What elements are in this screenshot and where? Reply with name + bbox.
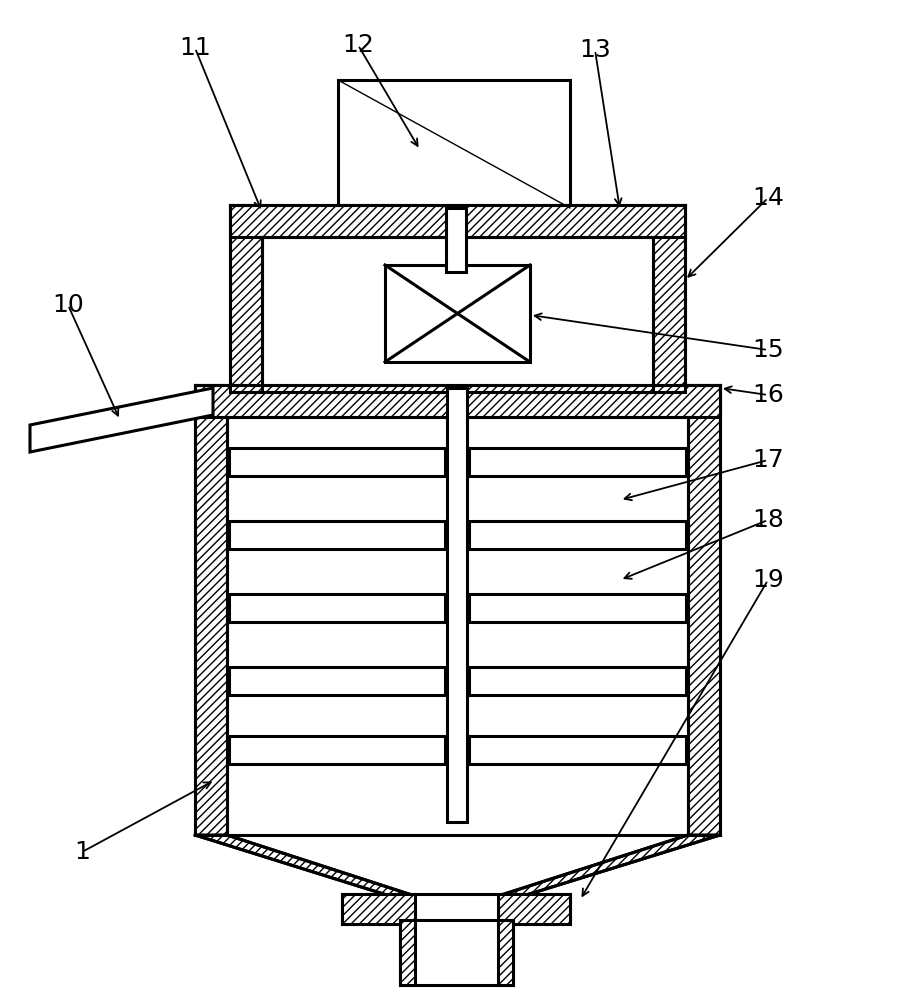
Bar	[229, 521, 445, 549]
Bar	[445, 208, 466, 272]
Bar	[230, 205, 261, 392]
Bar	[468, 667, 685, 695]
Bar	[468, 448, 685, 476]
Text: 1: 1	[74, 840, 90, 864]
Text: 14: 14	[752, 186, 783, 210]
Bar	[400, 920, 512, 985]
Bar	[338, 80, 569, 208]
Text: 18: 18	[752, 508, 783, 532]
Bar	[468, 521, 685, 549]
Polygon shape	[195, 835, 415, 896]
Bar	[229, 448, 445, 476]
Polygon shape	[342, 894, 415, 924]
Text: 16: 16	[752, 383, 783, 407]
Bar	[384, 265, 529, 362]
Bar	[446, 388, 466, 822]
Bar	[468, 736, 685, 764]
Bar	[652, 205, 684, 392]
Bar	[687, 385, 719, 835]
Bar	[195, 385, 227, 835]
Bar	[230, 205, 684, 237]
Bar	[229, 667, 445, 695]
Text: 10: 10	[52, 293, 84, 317]
Text: 15: 15	[752, 338, 783, 362]
Text: 11: 11	[179, 36, 210, 60]
Bar	[195, 385, 719, 417]
Bar	[468, 594, 685, 622]
Bar	[229, 736, 445, 764]
Polygon shape	[497, 894, 569, 924]
Text: 19: 19	[752, 568, 783, 592]
Polygon shape	[30, 388, 213, 452]
Text: 17: 17	[752, 448, 783, 472]
Polygon shape	[497, 920, 512, 985]
Text: 12: 12	[342, 33, 374, 57]
Bar	[342, 894, 569, 924]
Polygon shape	[400, 920, 415, 985]
Text: 13: 13	[578, 38, 610, 62]
Polygon shape	[497, 835, 719, 896]
Bar	[229, 594, 445, 622]
